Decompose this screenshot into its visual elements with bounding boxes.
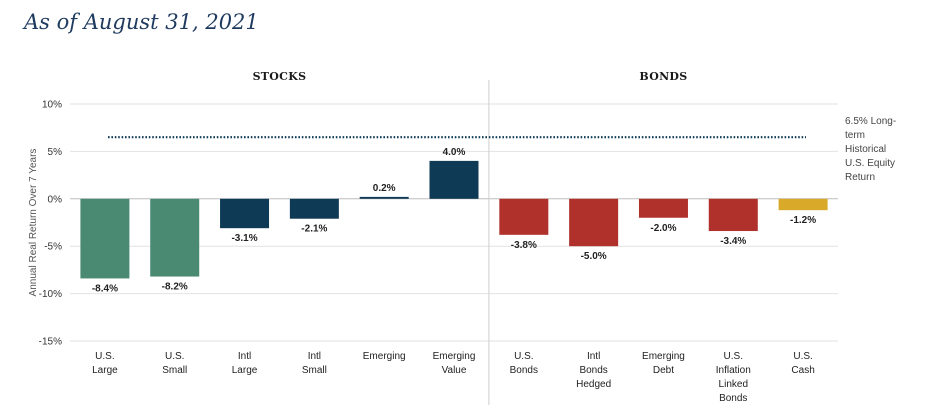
reference-label-line: Historical: [845, 144, 886, 155]
category-label: Intl: [587, 351, 600, 362]
bar: [289, 198, 339, 219]
category-label: Small: [162, 365, 187, 376]
group-label: BONDS: [639, 70, 687, 83]
y-tick-label: 0%: [48, 194, 63, 205]
reference-label-line: term: [845, 130, 865, 141]
category-label: Bonds: [579, 365, 607, 376]
bar: [499, 198, 549, 235]
y-tick-label: -15%: [39, 337, 62, 348]
bar: [778, 198, 828, 211]
reference-line-label: 6.5% Long-term Historical U.S. Equity Retur…: [845, 116, 896, 183]
bar: [150, 198, 200, 277]
category-label: Intl: [308, 351, 321, 362]
category-label: Emerging: [642, 351, 685, 362]
y-tick-label: -10%: [39, 289, 62, 300]
category-label: Small: [302, 365, 327, 376]
category-label: Bonds: [719, 393, 747, 404]
value-label: 4.0%: [443, 147, 466, 158]
bars: [80, 160, 828, 279]
value-labels: -8.4% -8.2% -3.1% -2.1% 0.2% 4.0% -3.8% -5.0% -2…: [92, 147, 816, 295]
bar: [80, 198, 130, 279]
category-label: U.S.: [95, 351, 114, 362]
value-label: -2.1%: [301, 224, 327, 235]
reference-label-line: 6.5% Long-: [845, 116, 896, 127]
value-label: -1.2%: [790, 215, 816, 226]
category-label: Hedged: [576, 379, 611, 390]
bar: [220, 198, 270, 229]
bar: [708, 198, 758, 232]
value-label: -3.8%: [511, 240, 537, 251]
value-label: -3.1%: [231, 233, 257, 244]
category-label: Debt: [653, 365, 674, 376]
category-label: Emerging: [363, 351, 406, 362]
bar: [638, 198, 688, 218]
y-tick-label: 10%: [42, 100, 62, 111]
value-label: -3.4%: [720, 236, 746, 247]
y-axis-label: Annual Real Return Over 7 Years: [28, 149, 39, 297]
group-labels: STOCKS BONDS: [253, 70, 688, 83]
y-axis-ticks: 10% 5% 0% -5% -10% -15%: [39, 100, 62, 348]
bar: [359, 196, 409, 199]
category-label: U.S.: [724, 351, 743, 362]
category-label: Large: [232, 365, 258, 376]
chart-title: As of August 31, 2021: [24, 10, 259, 34]
category-label: Cash: [791, 365, 814, 376]
category-label: Value: [442, 365, 467, 376]
y-tick-label: -5%: [44, 242, 62, 253]
category-label: U.S.: [793, 351, 812, 362]
bar: [429, 160, 479, 199]
y-tick-label: 5%: [48, 147, 63, 158]
value-label: -2.0%: [650, 223, 676, 234]
category-label: Linked: [719, 379, 748, 390]
value-label: -8.2%: [162, 282, 188, 293]
value-label: 0.2%: [373, 183, 396, 194]
reference-label-line: Return: [845, 172, 875, 183]
category-label: Emerging: [433, 351, 476, 362]
reference-label-line: U.S. Equity: [845, 158, 895, 169]
category-label: U.S.: [165, 351, 184, 362]
category-labels: U.S. Large U.S. Small Intl Large Intl Small Emer…: [92, 351, 815, 404]
category-label: Bonds: [510, 365, 538, 376]
value-label: -8.4%: [92, 283, 118, 294]
category-label: Intl: [238, 351, 251, 362]
bar: [569, 198, 619, 247]
category-label: U.S.: [514, 351, 533, 362]
value-label: -5.0%: [581, 251, 607, 262]
group-label: STOCKS: [253, 70, 307, 83]
category-label: Large: [92, 365, 118, 376]
category-label: Inflation: [716, 365, 751, 376]
